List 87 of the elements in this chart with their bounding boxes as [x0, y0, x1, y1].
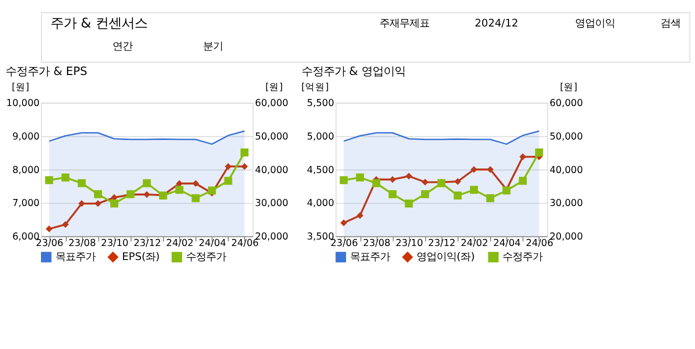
point — [405, 172, 412, 180]
point — [241, 163, 248, 170]
x-tick-label: 24/02 — [166, 238, 194, 250]
point — [45, 176, 54, 184]
y2-tick-label: 40,000 — [255, 164, 288, 176]
point — [192, 194, 200, 202]
y2-tick-label: 50,000 — [550, 131, 583, 142]
text: 연간 — [112, 40, 132, 53]
point — [486, 166, 494, 173]
point — [486, 194, 494, 202]
legend-label: EPS(좌) — [122, 250, 160, 263]
point — [94, 190, 102, 198]
point — [224, 163, 232, 170]
legend-label: 영업이익(좌) — [416, 250, 475, 263]
y2-tick-label: 30,000 — [550, 198, 583, 210]
point — [404, 200, 413, 208]
point — [46, 226, 53, 232]
text: 주재무제표 — [379, 18, 430, 30]
x-tick-label: 23/08 — [68, 238, 96, 250]
point — [470, 186, 478, 194]
text: 분기 — [203, 40, 224, 53]
y2-tick-label: 30,000 — [255, 198, 288, 210]
text: 2024/12 — [474, 18, 518, 30]
y-tick-label: 4,000 — [306, 198, 334, 210]
point — [356, 174, 364, 182]
y-axis-title: [억원] — [301, 82, 329, 93]
y-tick-label: 7,000 — [12, 198, 40, 210]
point — [62, 221, 69, 228]
x-tick-label: 23/10 — [396, 238, 424, 250]
y-tick-label: 9,000 — [12, 131, 40, 142]
text: 주가 & 컨센서스 — [50, 16, 148, 32]
point — [176, 180, 183, 187]
point — [208, 186, 216, 194]
y2-axis-title: [원] — [265, 82, 283, 93]
text: 영업이익 — [574, 18, 615, 30]
point — [470, 166, 478, 173]
legend-label: 목표주가 — [55, 250, 96, 263]
y-tick-label: 5,000 — [306, 131, 334, 142]
y-axis-title: [원] — [12, 82, 30, 93]
y-tick-label: 8,000 — [12, 164, 40, 176]
point — [340, 176, 348, 184]
point — [192, 180, 200, 187]
point — [110, 194, 118, 201]
text: 검색 — [660, 18, 681, 30]
point — [421, 190, 430, 198]
point — [175, 186, 184, 194]
point — [142, 179, 151, 188]
point — [110, 200, 118, 208]
point — [454, 178, 462, 185]
y2-tick-label: 50,000 — [255, 131, 288, 142]
chart-title: 수정주가 & 영업이익 — [301, 64, 406, 78]
point — [454, 192, 462, 200]
point — [240, 148, 248, 156]
legend-label: 수정주가 — [186, 250, 226, 263]
point — [535, 148, 544, 156]
x-tick-label: 23/12 — [428, 238, 456, 250]
legend-label: 수정주가 — [502, 250, 542, 263]
x-tick-label: 24/06 — [526, 238, 554, 250]
x-tick-label: 24/02 — [460, 238, 488, 250]
y2-axis-title: [원] — [560, 82, 578, 93]
x-tick-label: 24/04 — [493, 238, 521, 250]
point — [224, 176, 232, 185]
point — [422, 178, 428, 186]
y2-tick-label: 40,000 — [550, 164, 583, 176]
x-tick-label: 23/12 — [134, 238, 162, 250]
x-tick-label: 24/06 — [231, 238, 259, 250]
point — [389, 176, 396, 183]
x-tick-label: 23/08 — [363, 238, 390, 250]
legend-label: 목표주가 — [350, 250, 390, 263]
point — [356, 212, 364, 219]
y-tick-label: 10,000 — [6, 98, 40, 110]
point — [518, 176, 527, 185]
point — [78, 200, 86, 207]
x-tick-label: 23/10 — [101, 238, 128, 250]
point — [388, 190, 397, 198]
point — [94, 200, 102, 207]
point — [372, 179, 380, 188]
y-tick-label: 5,500 — [306, 98, 334, 110]
point — [78, 179, 86, 188]
x-tick-label: 24/04 — [198, 238, 226, 250]
y-tick-label: 4,500 — [306, 164, 334, 176]
point — [519, 153, 526, 160]
chart-title: 수정주가 & EPS — [6, 64, 88, 78]
point — [61, 174, 70, 182]
point — [340, 220, 348, 226]
y2-tick-label: 60,000 — [550, 98, 583, 110]
y2-tick-label: 60,000 — [255, 98, 288, 110]
